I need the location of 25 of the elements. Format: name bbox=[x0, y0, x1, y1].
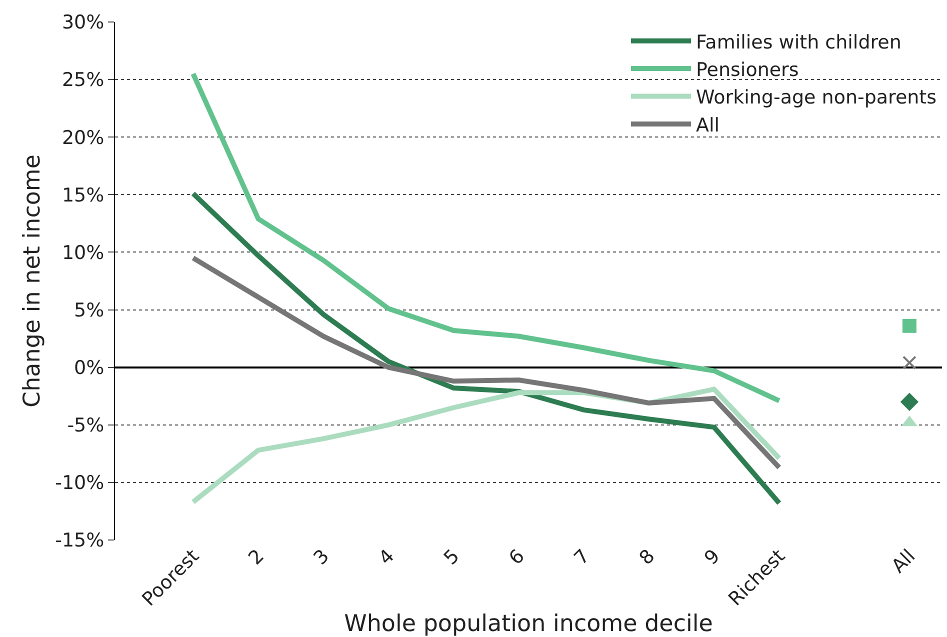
y-tick-label: -15% bbox=[55, 530, 104, 552]
x-tick-label: 6 bbox=[504, 545, 529, 570]
y-tick-label: 30% bbox=[62, 12, 104, 34]
legend-label: Families with children bbox=[696, 31, 902, 54]
legend-label: Working-age non-parents bbox=[696, 86, 937, 109]
y-tick-label: 10% bbox=[62, 242, 104, 264]
x-tick-label: 3 bbox=[310, 545, 334, 570]
x-tick-label: 8 bbox=[635, 545, 660, 570]
legend-label: All bbox=[696, 114, 720, 136]
x-tick-label: All bbox=[887, 545, 920, 578]
y-tick-label: 15% bbox=[62, 184, 104, 206]
x-tick-label: 9 bbox=[700, 545, 724, 570]
y-tick-label: 20% bbox=[62, 126, 104, 149]
y-axis-title: Change in net income bbox=[20, 154, 46, 408]
x-tick-label: 2 bbox=[244, 545, 269, 570]
y-tick-label: 5% bbox=[74, 299, 104, 322]
legend-label: Pensioners bbox=[696, 58, 799, 81]
x-axis-title: Whole population income decile bbox=[344, 611, 713, 637]
y-tick-label: 25% bbox=[62, 69, 104, 92]
x-tick-label: 4 bbox=[374, 545, 399, 570]
y-tick-label: -10% bbox=[55, 472, 104, 494]
y-tick-label: 0% bbox=[74, 356, 104, 379]
x-tick-label: 5 bbox=[440, 545, 464, 570]
y-tick-label: -5% bbox=[67, 414, 104, 437]
x-tick-label: 7 bbox=[570, 545, 594, 570]
